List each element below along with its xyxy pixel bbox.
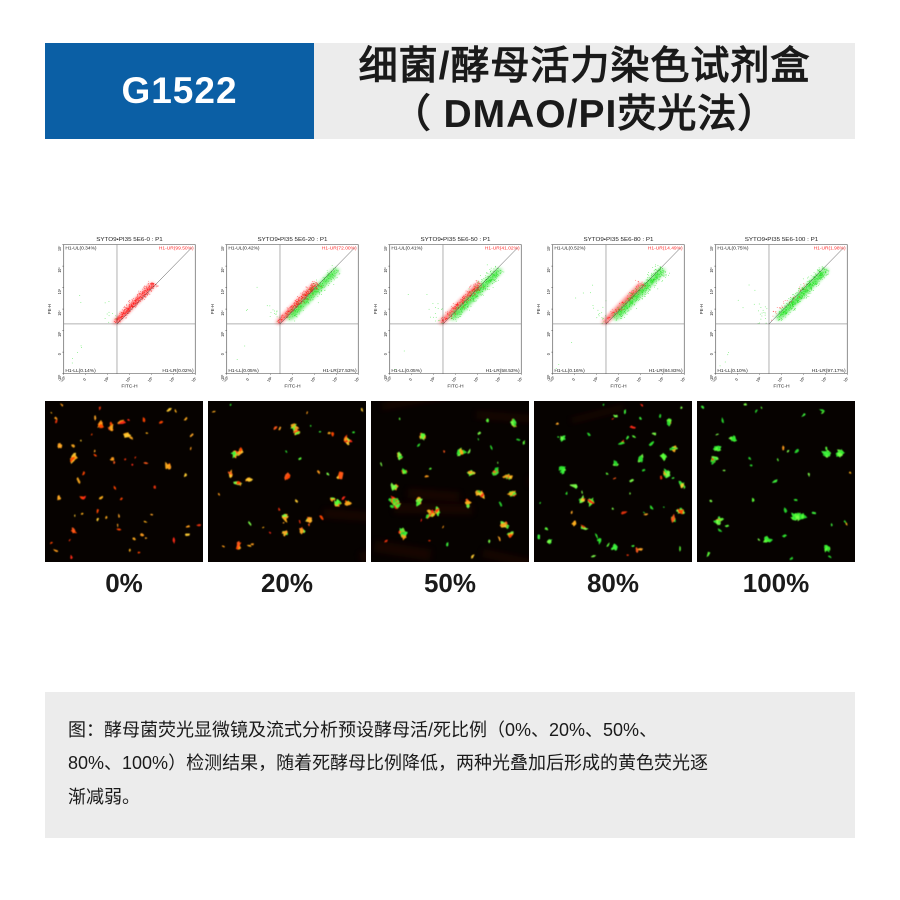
svg-text:H1-LR(97.17%): H1-LR(97.17%) — [812, 368, 846, 373]
svg-text:SYTO9•PI35 5E6-100 : P1: SYTO9•PI35 5E6-100 : P1 — [745, 237, 818, 243]
svg-text:H1-UL(0.34%): H1-UL(0.34%) — [65, 246, 97, 251]
svg-text:SYTO9•PI35 5E6-50 : P1: SYTO9•PI35 5E6-50 : P1 — [420, 237, 490, 243]
svg-text:FITC-H: FITC-H — [121, 384, 137, 389]
svg-text:10⁶: 10⁶ — [547, 267, 551, 273]
svg-text:H1-LL(0.05%): H1-LL(0.05%) — [391, 368, 422, 373]
svg-text:10⁴: 10⁴ — [221, 310, 225, 316]
svg-text:H1-LR(84.83%): H1-LR(84.83%) — [649, 368, 683, 373]
svg-text:PE-H: PE-H — [536, 304, 541, 314]
svg-text:FITC-H: FITC-H — [447, 384, 463, 389]
svg-text:H1-LL(0.05%): H1-LL(0.05%) — [228, 368, 259, 373]
svg-text:10⁷: 10⁷ — [710, 245, 714, 251]
svg-text:SYTO9•PI35 5E6-0 : P1: SYTO9•PI35 5E6-0 : P1 — [96, 237, 163, 243]
svg-text:10³: 10³ — [383, 331, 388, 337]
svg-text:10⁶: 10⁶ — [221, 267, 225, 273]
svg-text:10⁵: 10⁵ — [710, 288, 714, 294]
svg-text:SYTO9•PI35 5E6-80 : P1: SYTO9•PI35 5E6-80 : P1 — [583, 237, 653, 243]
svg-text:H1-LL(0.16%): H1-LL(0.16%) — [554, 368, 585, 373]
svg-text:10⁴: 10⁴ — [547, 310, 551, 316]
svg-text:H1-LR(27.53%): H1-LR(27.53%) — [323, 368, 357, 373]
svg-text:FITC-H: FITC-H — [773, 384, 789, 389]
svg-text:10³: 10³ — [220, 331, 225, 337]
svg-text:10⁵: 10⁵ — [384, 288, 388, 294]
svg-text:10⁷: 10⁷ — [221, 245, 225, 251]
svg-text:H1-UR(14.49%): H1-UR(14.49%) — [648, 246, 683, 251]
svg-text:H1-LR(58.53%): H1-LR(58.53%) — [486, 368, 520, 373]
svg-text:10⁶: 10⁶ — [58, 267, 62, 273]
svg-text:FITC-H: FITC-H — [610, 384, 626, 389]
svg-text:H1-UL(0.42%): H1-UL(0.42%) — [228, 246, 260, 251]
svg-text:H1-UL(0.75%): H1-UL(0.75%) — [717, 246, 749, 251]
svg-text:0: 0 — [384, 353, 388, 355]
svg-text:H1-UL(0.52%): H1-UL(0.52%) — [554, 246, 586, 251]
svg-text:10³: 10³ — [546, 331, 551, 337]
svg-text:H1-LR(0.02%): H1-LR(0.02%) — [162, 368, 194, 373]
svg-text:10⁷: 10⁷ — [547, 245, 551, 251]
svg-text:0: 0 — [221, 353, 225, 355]
svg-text:H1-UR(41.02%): H1-UR(41.02%) — [485, 246, 520, 251]
svg-text:H1-LL(0.14%): H1-LL(0.14%) — [65, 368, 96, 373]
svg-text:10⁶: 10⁶ — [710, 267, 714, 273]
svg-text:PE-H: PE-H — [47, 304, 52, 314]
svg-text:10⁴: 10⁴ — [384, 310, 388, 316]
svg-text:10⁴: 10⁴ — [710, 310, 714, 316]
svg-text:FITC-H: FITC-H — [284, 384, 300, 389]
svg-text:10⁴: 10⁴ — [58, 310, 62, 316]
svg-text:0: 0 — [547, 353, 551, 355]
svg-text:SYTO9•PI35 5E6-20 : P1: SYTO9•PI35 5E6-20 : P1 — [257, 237, 327, 243]
svg-text:10⁶: 10⁶ — [384, 267, 388, 273]
svg-text:H1-UR(1.98%): H1-UR(1.98%) — [814, 246, 847, 251]
svg-text:H1-UL(0.41%): H1-UL(0.41%) — [391, 246, 423, 251]
svg-text:10³: 10³ — [709, 331, 714, 337]
svg-text:10⁵: 10⁵ — [221, 288, 225, 294]
svg-text:H1-UR(72.00%): H1-UR(72.00%) — [322, 246, 357, 251]
svg-text:0: 0 — [58, 353, 62, 355]
svg-text:PE-H: PE-H — [373, 304, 378, 314]
svg-text:10⁵: 10⁵ — [547, 288, 551, 294]
svg-text:10³: 10³ — [57, 331, 62, 337]
svg-text:10⁷: 10⁷ — [58, 245, 62, 251]
svg-text:0: 0 — [710, 353, 714, 355]
svg-text:PE-H: PE-H — [210, 304, 215, 314]
svg-text:H1-UR(99.50%): H1-UR(99.50%) — [159, 246, 194, 251]
svg-text:PE-H: PE-H — [699, 304, 704, 314]
svg-text:10⁷: 10⁷ — [384, 245, 388, 251]
svg-text:10⁵: 10⁵ — [58, 288, 62, 294]
svg-text:H1-LL(0.10%): H1-LL(0.10%) — [717, 368, 748, 373]
